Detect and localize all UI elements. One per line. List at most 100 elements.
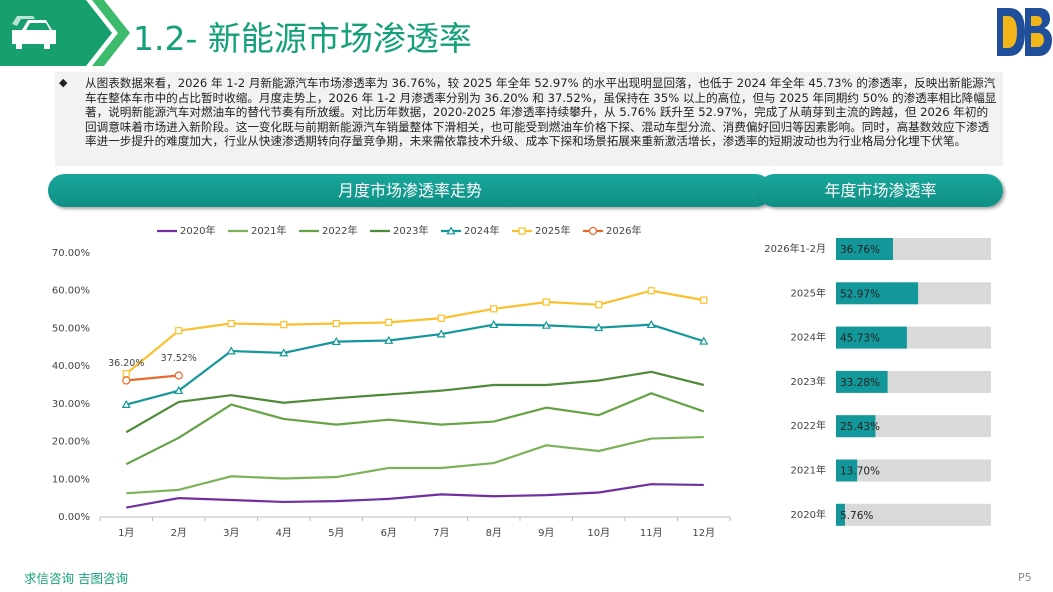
- bar-track: [836, 503, 991, 526]
- x-tick-label: 1月: [118, 527, 134, 539]
- x-tick-label: 3月: [223, 527, 239, 539]
- legend-label: 2021年: [251, 224, 286, 237]
- marker: [122, 376, 131, 385]
- series-line: [126, 483, 704, 509]
- marker: [699, 336, 709, 345]
- data-label: 5.76%: [840, 510, 873, 522]
- legend-label: 2026年: [606, 224, 641, 237]
- x-tick-label: 9月: [538, 527, 554, 539]
- x-tick-label: 11月: [640, 527, 663, 539]
- y-tick-label: 20.00%: [52, 437, 90, 448]
- x-tick-label: 8月: [486, 527, 502, 539]
- bar: [836, 370, 888, 393]
- marker: [595, 301, 603, 309]
- marker: [489, 319, 499, 329]
- panel-header: 月度市场渗透率走势: [48, 174, 772, 207]
- bar: [836, 415, 876, 438]
- data-label: 25.43%: [840, 421, 880, 433]
- y-tick-label: 2024年: [791, 331, 826, 344]
- x-tick-label: 7月: [433, 527, 449, 539]
- data-label: 36.76%: [840, 244, 880, 256]
- bar-track: [836, 459, 991, 482]
- marker: [331, 336, 341, 346]
- marker: [588, 226, 598, 236]
- y-tick-label: 2026年1-2月: [764, 242, 826, 255]
- series-line: [125, 370, 705, 434]
- bar: [836, 282, 919, 305]
- marker: [700, 296, 708, 304]
- x-tick-label: 10月: [587, 527, 610, 539]
- y-tick-label: 2020年: [791, 508, 826, 521]
- y-tick-label: 70.00%: [52, 248, 90, 259]
- marker: [647, 287, 655, 295]
- series-line: [126, 435, 704, 495]
- y-tick-label: 2022年: [791, 419, 826, 432]
- marker: [385, 318, 393, 326]
- y-tick-label: 2025年: [791, 286, 826, 299]
- summary-text: 从图表数据来看，2026 年 1-2 月新能源汽车市场渗透率为 36.76%，较…: [85, 76, 997, 149]
- series-line: [125, 289, 704, 375]
- legend-label: 2024年: [464, 224, 499, 237]
- bullet: ◆: [59, 76, 68, 89]
- x-tick-label: 5月: [328, 527, 344, 539]
- x-tick-label: 4月: [276, 527, 292, 539]
- data-label: 36.20%: [108, 358, 144, 369]
- marker: [227, 319, 235, 328]
- marker: [280, 321, 288, 329]
- series-line: [125, 392, 705, 466]
- marker: [175, 327, 183, 335]
- y-tick-label: 2021年: [791, 464, 826, 477]
- marker: [646, 319, 656, 329]
- series-line: [125, 323, 705, 406]
- data-label: 37.52%: [161, 353, 197, 364]
- logo: [997, 8, 1052, 56]
- y-tick-label: 30.00%: [52, 399, 90, 410]
- y-tick-label: 40.00%: [52, 361, 90, 372]
- legend-label: 2020年: [180, 224, 215, 237]
- marker: [279, 348, 289, 357]
- marker: [122, 370, 130, 378]
- page-number: P5: [1018, 571, 1032, 584]
- marker: [542, 298, 550, 306]
- bar: [836, 503, 845, 526]
- x-tick-label: 12月: [692, 527, 715, 539]
- marker: [437, 314, 445, 322]
- marker: [332, 319, 340, 328]
- summary-box: ◆ 从图表数据来看，2026 年 1-2 月新能源汽车市场渗透率为 36.76%…: [55, 72, 1003, 166]
- legend-label: 2022年: [322, 224, 357, 237]
- marker: [541, 320, 551, 329]
- y-tick-label: 0.00%: [58, 512, 90, 523]
- marker: [518, 227, 526, 235]
- marker: [174, 385, 184, 395]
- series-line: [126, 374, 179, 382]
- brand: 求信咨询 吉图咨询: [24, 571, 128, 586]
- y-tick-label: 10.00%: [52, 474, 90, 485]
- legend-label: 2023年: [393, 224, 428, 237]
- marker: [384, 335, 394, 344]
- marker: [121, 399, 131, 409]
- bar: [836, 459, 858, 482]
- chevron: [92, 0, 130, 66]
- marker: [226, 346, 236, 355]
- marker: [436, 329, 446, 338]
- legend-label: 2025年: [535, 224, 570, 237]
- y-tick-label: 60.00%: [52, 286, 90, 297]
- panel-header: 年度市场渗透率: [758, 174, 1003, 207]
- car-icon: [12, 16, 56, 49]
- bar: [836, 238, 893, 260]
- data-label: 13.70%: [840, 466, 880, 478]
- marker: [490, 305, 498, 313]
- x-tick-label: 2月: [171, 527, 187, 539]
- marker: [446, 226, 456, 235]
- data-label: 52.97%: [840, 288, 880, 300]
- data-label: 45.73%: [840, 333, 880, 345]
- marker: [174, 371, 183, 380]
- data-label: 33.28%: [840, 377, 880, 389]
- bar: [836, 326, 907, 349]
- y-tick-label: 2023年: [791, 375, 826, 388]
- marker: [594, 322, 604, 332]
- x-tick-label: 6月: [381, 527, 397, 539]
